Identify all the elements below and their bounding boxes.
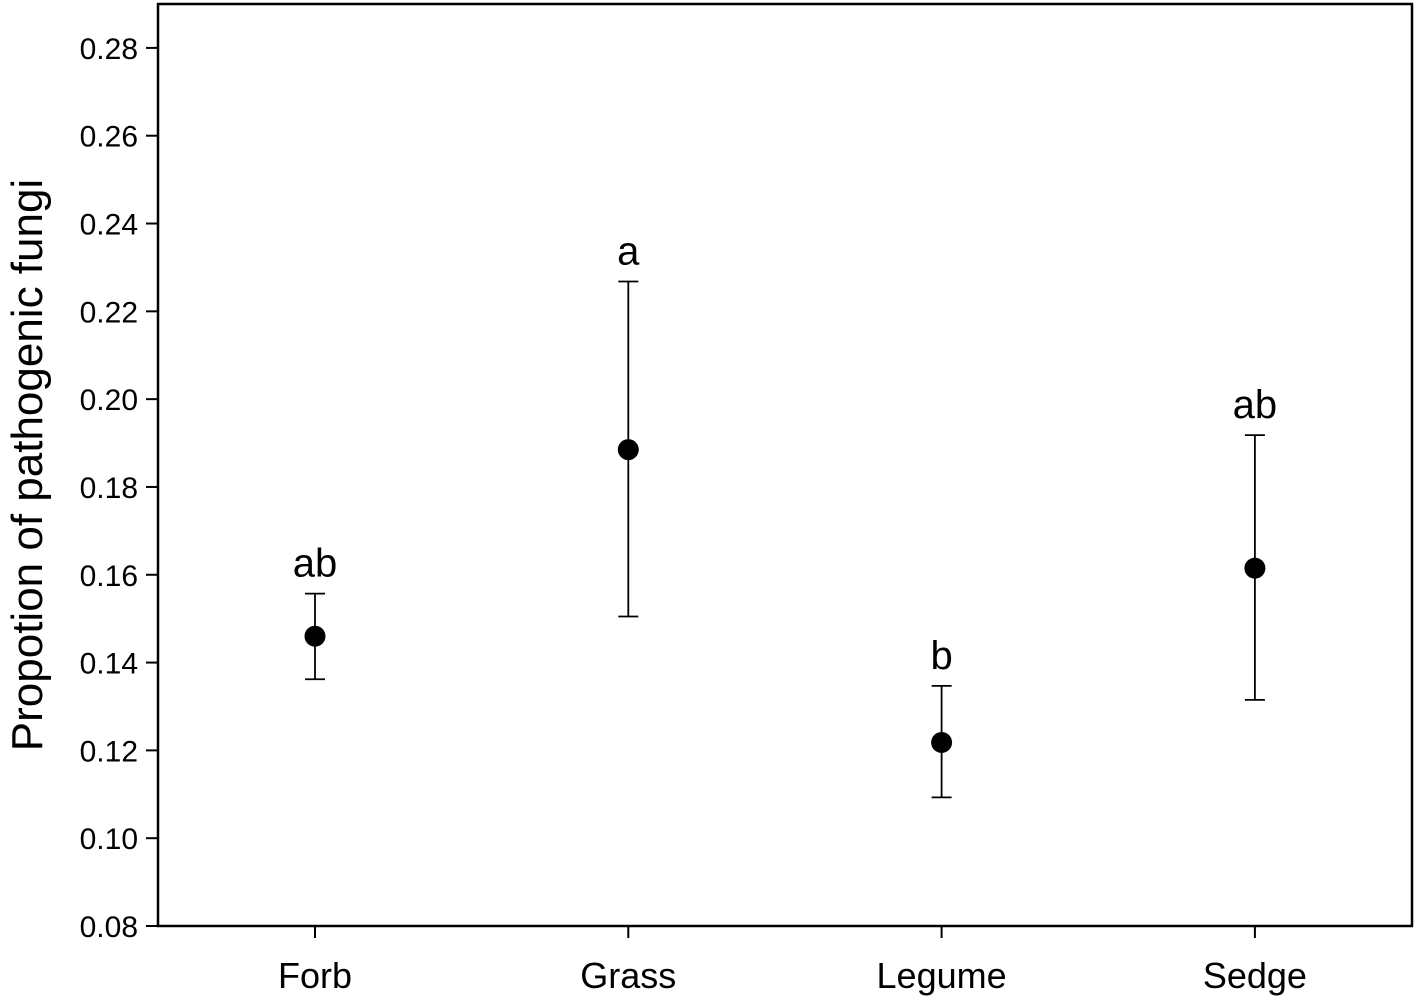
y-tick-label: 0.10 bbox=[80, 823, 138, 856]
x-tick-label-forb: Forb bbox=[278, 955, 352, 996]
y-tick-label: 0.16 bbox=[80, 560, 138, 593]
y-axis: 0.08 0.10 0.12 0.14 0.16 0.18 0.20 0.22 0.24 0.26… bbox=[80, 33, 158, 944]
y-tick-label: 0.08 bbox=[80, 911, 138, 944]
y-tick-label: 0.24 bbox=[80, 209, 138, 242]
y-axis-title: Propotion of pathogenic fungi bbox=[3, 179, 52, 751]
x-axis: Forb Grass Legume Sedge bbox=[278, 926, 1307, 996]
y-tick-label: 0.18 bbox=[80, 472, 138, 505]
significance-label: ab bbox=[1233, 383, 1278, 427]
x-tick-label-legume: Legume bbox=[877, 955, 1007, 996]
significance-label: b bbox=[930, 634, 952, 678]
data-point bbox=[931, 731, 953, 753]
y-tick-label: 0.12 bbox=[80, 735, 138, 768]
y-tick-label: 0.28 bbox=[80, 33, 138, 66]
data-point bbox=[304, 625, 326, 647]
significance-label: a bbox=[617, 229, 640, 273]
y-tick-label: 0.26 bbox=[80, 121, 138, 154]
data-point bbox=[1244, 557, 1266, 579]
significance-label: ab bbox=[293, 542, 338, 586]
x-tick-label-grass: Grass bbox=[580, 955, 676, 996]
data-point bbox=[617, 439, 639, 461]
x-tick-label-sedge: Sedge bbox=[1203, 955, 1307, 996]
plot-frame bbox=[156, 2, 1414, 928]
y-tick-label: 0.14 bbox=[80, 648, 138, 681]
y-tick-label: 0.22 bbox=[80, 296, 138, 329]
y-tick-label: 0.20 bbox=[80, 384, 138, 417]
